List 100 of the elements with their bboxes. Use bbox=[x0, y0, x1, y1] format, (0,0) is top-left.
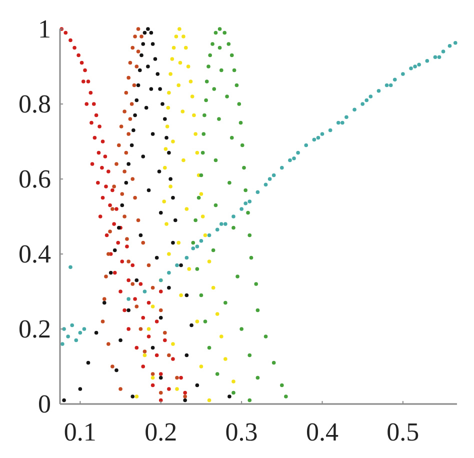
point bbox=[158, 372, 163, 376]
point bbox=[211, 286, 216, 290]
point bbox=[352, 108, 356, 112]
point bbox=[62, 327, 66, 331]
point bbox=[204, 80, 209, 84]
point bbox=[175, 263, 179, 268]
point bbox=[150, 286, 155, 290]
point bbox=[130, 263, 135, 268]
point bbox=[211, 248, 216, 252]
point bbox=[368, 94, 373, 98]
point bbox=[179, 376, 183, 380]
point bbox=[133, 297, 137, 301]
point bbox=[104, 233, 109, 238]
point bbox=[207, 398, 212, 402]
point bbox=[134, 394, 139, 398]
point bbox=[68, 38, 72, 42]
point bbox=[154, 320, 159, 324]
point bbox=[126, 260, 130, 264]
point bbox=[130, 46, 135, 50]
point bbox=[134, 64, 139, 68]
point bbox=[146, 27, 150, 31]
point bbox=[184, 256, 189, 260]
point bbox=[336, 120, 340, 125]
point bbox=[128, 117, 132, 121]
point bbox=[150, 42, 155, 46]
point bbox=[284, 394, 288, 398]
point bbox=[164, 136, 168, 140]
point bbox=[96, 180, 100, 185]
point bbox=[234, 83, 239, 88]
point bbox=[174, 34, 178, 38]
point bbox=[272, 360, 276, 365]
point bbox=[219, 334, 224, 338]
point bbox=[256, 308, 260, 312]
point bbox=[134, 346, 139, 350]
point bbox=[441, 50, 446, 54]
point bbox=[219, 68, 224, 72]
point bbox=[208, 53, 212, 58]
point bbox=[94, 113, 98, 118]
point bbox=[120, 260, 124, 264]
point bbox=[141, 154, 146, 158]
point bbox=[138, 233, 143, 238]
point bbox=[133, 196, 137, 200]
point bbox=[114, 162, 118, 166]
point bbox=[173, 218, 178, 222]
point bbox=[215, 228, 220, 232]
point bbox=[98, 214, 102, 218]
point bbox=[92, 102, 96, 106]
point bbox=[90, 120, 94, 125]
point bbox=[130, 282, 135, 286]
point bbox=[237, 102, 242, 106]
point bbox=[248, 233, 252, 238]
point bbox=[146, 64, 150, 68]
point bbox=[175, 387, 179, 391]
point bbox=[133, 113, 137, 118]
point bbox=[167, 90, 171, 95]
point bbox=[163, 166, 167, 170]
point bbox=[194, 132, 198, 136]
point bbox=[409, 66, 413, 70]
point bbox=[70, 323, 74, 328]
point bbox=[136, 50, 140, 54]
point bbox=[248, 353, 252, 358]
point bbox=[167, 387, 171, 391]
point bbox=[199, 293, 204, 298]
point bbox=[249, 256, 254, 260]
point bbox=[138, 282, 143, 286]
point bbox=[142, 30, 147, 35]
point bbox=[207, 233, 212, 238]
point bbox=[128, 60, 132, 65]
point bbox=[108, 230, 112, 234]
point bbox=[68, 265, 72, 270]
point bbox=[200, 214, 205, 218]
point bbox=[154, 256, 159, 260]
point bbox=[453, 40, 458, 45]
point bbox=[140, 53, 144, 58]
point bbox=[246, 210, 250, 215]
point bbox=[110, 364, 114, 368]
point bbox=[224, 300, 228, 305]
point bbox=[126, 76, 130, 80]
y-tick-label: 0 bbox=[38, 390, 51, 418]
point bbox=[162, 200, 166, 204]
point bbox=[244, 201, 248, 206]
point bbox=[167, 353, 171, 358]
point bbox=[212, 87, 216, 91]
point bbox=[184, 353, 189, 358]
point bbox=[180, 110, 185, 114]
point bbox=[168, 177, 172, 181]
point bbox=[112, 270, 117, 275]
point bbox=[167, 150, 171, 155]
point bbox=[144, 106, 148, 110]
point bbox=[96, 150, 101, 155]
x-tick-label: 0.5 bbox=[386, 418, 420, 446]
point bbox=[138, 327, 143, 331]
point bbox=[103, 154, 108, 158]
point bbox=[328, 128, 332, 132]
point bbox=[102, 297, 106, 301]
point bbox=[183, 398, 187, 402]
point bbox=[124, 180, 128, 185]
point bbox=[214, 158, 218, 162]
point bbox=[187, 267, 192, 271]
point bbox=[248, 200, 252, 204]
